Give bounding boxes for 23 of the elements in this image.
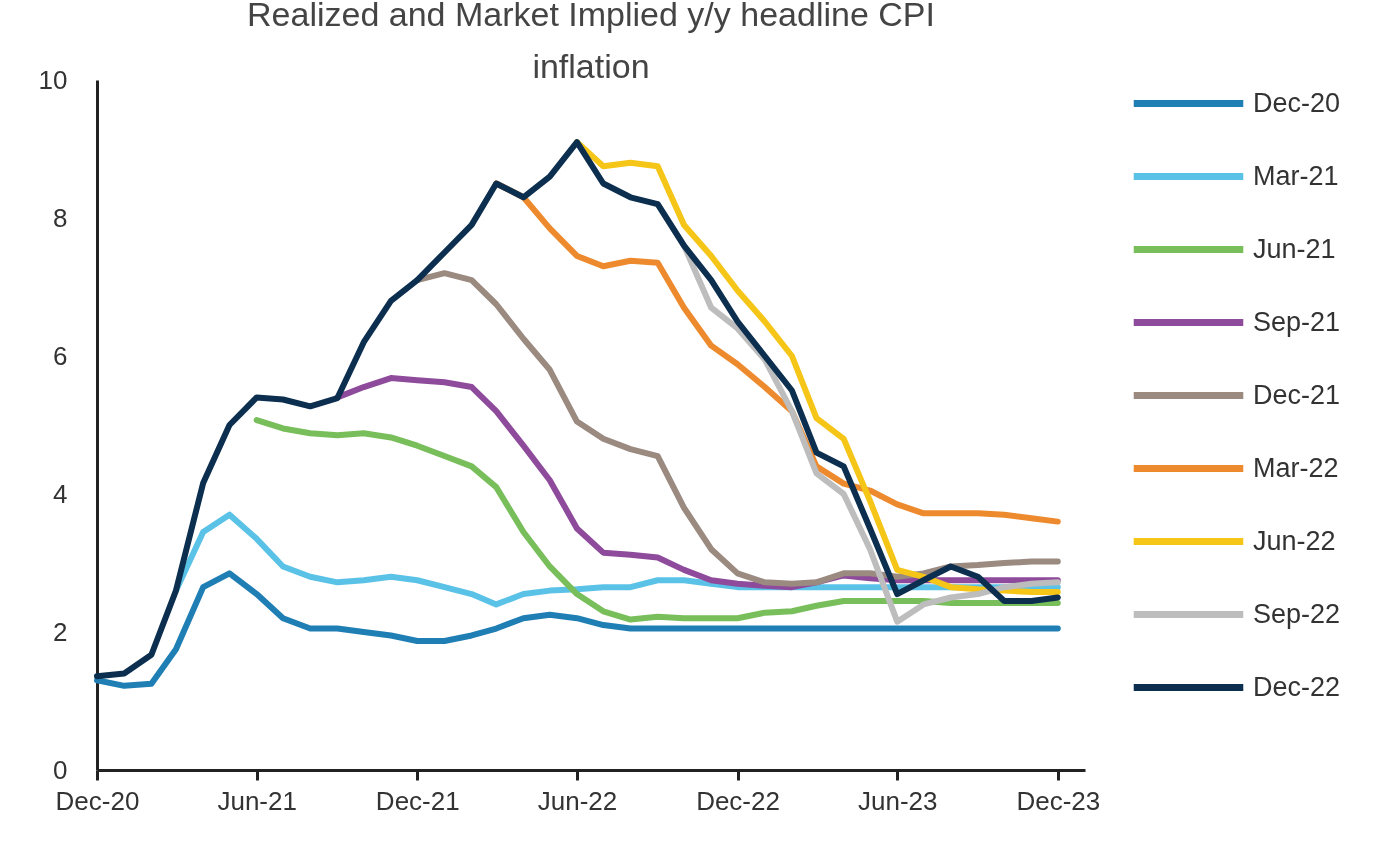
x-tick-label: Dec-22 (696, 785, 780, 816)
x-tick-label: Dec-21 (375, 785, 460, 816)
legend-label: Mar-22 (1253, 452, 1339, 483)
x-tick-label: Jun-21 (217, 785, 297, 816)
legend-label: Dec-20 (1253, 87, 1341, 118)
x-tick-label: Jun-22 (537, 785, 618, 816)
legend-label: Sep-22 (1253, 598, 1341, 629)
y-tick-label: 4 (53, 478, 68, 509)
legend-label: Dec-22 (1253, 671, 1341, 702)
x-tick-label: Dec-20 (55, 785, 140, 816)
x-tick-label: Jun-23 (857, 785, 938, 816)
y-tick-label: 0 (53, 754, 68, 785)
legend-label: Jun-21 (1253, 233, 1336, 264)
y-tick-label: 2 (53, 616, 68, 647)
legend-label: Dec-21 (1253, 379, 1341, 410)
y-tick-label: 10 (38, 64, 68, 95)
y-tick-label: 8 (53, 202, 68, 233)
chart-title: Realized and Market Implied y/y headline CPI inflation (247, 0, 935, 85)
legend-label: Mar-21 (1253, 160, 1339, 191)
legend-label: Jun-22 (1253, 525, 1336, 556)
x-tick-label: Dec-23 (1016, 785, 1101, 816)
legend-label: Sep-21 (1253, 306, 1341, 337)
y-tick-label: 6 (53, 340, 68, 371)
